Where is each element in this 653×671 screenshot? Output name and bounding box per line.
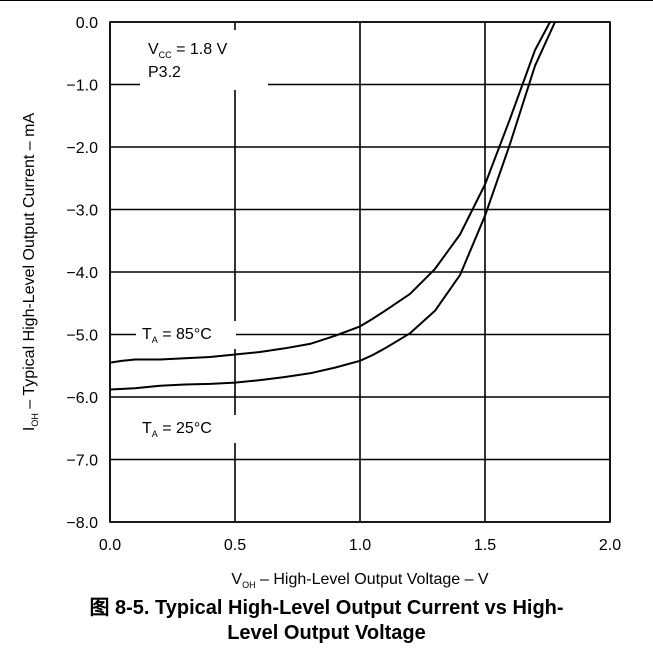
y-tick-label: −5.0: [66, 328, 98, 345]
x-tick-label: 2.0: [599, 537, 621, 554]
output-current-chart: VCC = 1.8 V P3.2 TA = 85°C TA = 25°C 0.0 0.5…: [21, 15, 621, 590]
top-rule: [0, 0, 653, 1]
y-tick-label: −3.0: [66, 203, 98, 220]
y-tick-label: −7.0: [66, 453, 98, 470]
series-label-bg: [136, 415, 236, 443]
x-tick-label: 1.0: [349, 537, 371, 554]
axis-titles: VOH – High-Level Output Voltage – V IOH –…: [21, 113, 489, 590]
y-axis-title: IOH – Typical High-Level Output Current …: [21, 113, 40, 432]
y-tick-label: −6.0: [66, 390, 98, 407]
plot-frame: [109, 21, 611, 523]
y-tick-label: −2.0: [66, 140, 98, 157]
annotations: VCC = 1.8 V P3.2 TA = 85°C TA = 25°C: [136, 30, 268, 443]
series-line: [109, 21, 556, 391]
series-line: [109, 21, 551, 364]
x-tick-label: 0.0: [99, 537, 121, 554]
caption-line-1: 图 8-5. Typical High-Level Output Current…: [89, 597, 564, 619]
figure-caption: 图 8-5. Typical High-Level Output Current…: [0, 596, 653, 646]
series-lines: [109, 21, 556, 391]
tick-labels: 0.0 0.5 1.0 1.5 2.0 0.0 −1.0 −2.0 −3.0 −4.0 −5.0 −6…: [66, 15, 621, 554]
y-tick-label: −8.0: [66, 515, 98, 532]
y-tick-label: −4.0: [66, 265, 98, 282]
plot-border: [109, 21, 611, 523]
vcc-label-bg: [140, 30, 268, 90]
series-label: TA = 25°C: [142, 420, 212, 439]
series-label-bg: [136, 321, 236, 349]
pin-label: P3.2: [148, 64, 181, 81]
y-tick-label: −1.0: [66, 78, 98, 95]
x-tick-label: 0.5: [224, 537, 246, 554]
caption-line-2: Level Output Voltage: [227, 622, 426, 644]
x-tick-label: 1.5: [474, 537, 496, 554]
vcc-label: VCC = 1.8 V: [148, 41, 228, 60]
series-label: TA = 85°C: [142, 326, 212, 345]
y-tick-label: 0.0: [76, 15, 98, 32]
grid: [109, 21, 611, 523]
x-axis-title: VOH – High-Level Output Voltage – V: [231, 571, 489, 590]
